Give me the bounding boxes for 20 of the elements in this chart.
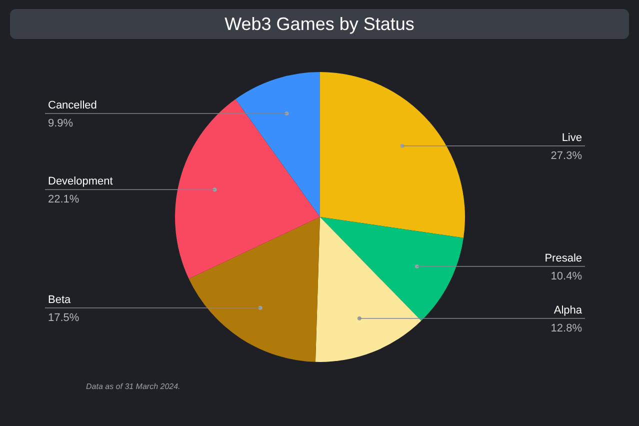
data-label: 12.8% <box>550 322 582 334</box>
pie-slice <box>320 72 465 238</box>
data-label: 9.9% <box>48 117 74 130</box>
slice-label: Beta <box>48 294 72 306</box>
slice-label: Presale <box>544 252 582 264</box>
pie-slice <box>320 217 464 321</box>
chart-title: Web3 Games by Status <box>10 9 629 39</box>
slice-label: Alpha <box>554 304 583 316</box>
data-label: 10.4% <box>550 270 582 282</box>
slice-label: Live <box>562 132 582 144</box>
pie-slice <box>315 217 422 362</box>
slice-label: Development <box>48 176 113 188</box>
text: Data as of 31 March 2024. <box>86 382 180 391</box>
pie-slice <box>236 72 320 217</box>
data-label: 27.3% <box>550 150 582 162</box>
data-label: 22.1% <box>48 194 80 206</box>
pie-slice <box>175 99 320 279</box>
data-label: 17.5% <box>48 312 80 324</box>
slice-label: Cancelled <box>48 99 97 112</box>
pie-slice <box>188 217 320 362</box>
